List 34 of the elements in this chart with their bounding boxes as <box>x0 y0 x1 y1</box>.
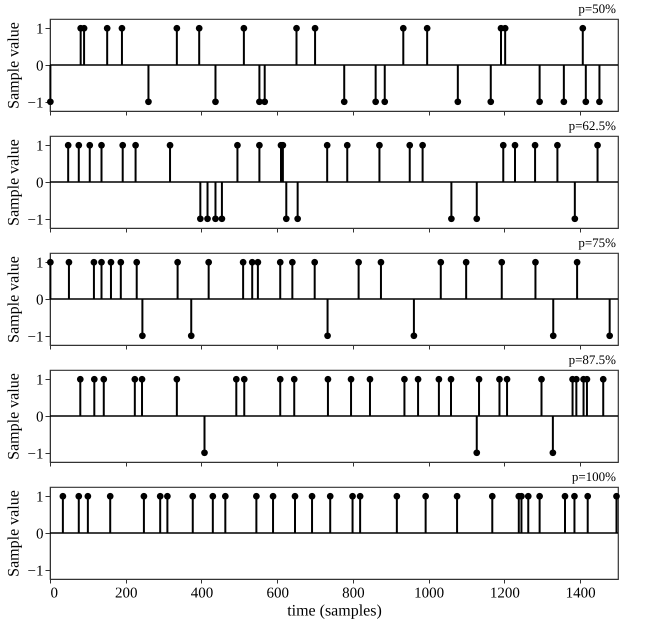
y-axis-title: Sample value <box>6 139 23 226</box>
x-tick-label: 1200 <box>490 586 520 602</box>
x-tick-label: 400 <box>190 586 214 602</box>
y-tick-label: 0 <box>36 292 44 308</box>
text: p=62.5% <box>568 118 616 133</box>
y-tick-label: 0 <box>36 526 44 542</box>
y-tick-label: 1 <box>36 256 44 272</box>
y-axis-title: Sample value <box>6 490 23 577</box>
y-tick-label: 0 <box>36 176 44 192</box>
x-tick-label: 600 <box>266 586 289 602</box>
text: p=50% <box>578 1 616 16</box>
text: p=100% <box>572 469 616 484</box>
y-tick-label: 1 <box>36 372 44 389</box>
text: p=87.5% <box>568 352 616 367</box>
x-tick-label: 800 <box>342 586 365 602</box>
y-tick-label: 1 <box>36 138 44 155</box>
x-axis-title: time (samples) <box>287 602 382 620</box>
x-tick-label: 200 <box>114 586 138 602</box>
y-tick-label: −1 <box>28 95 44 112</box>
x-tick-label: 0 <box>50 586 58 602</box>
y-tick-label: −1 <box>28 329 44 346</box>
y-tick-label: −1 <box>28 446 44 462</box>
x-tick-label: 1000 <box>414 586 444 602</box>
y-tick-label: −1 <box>28 563 44 580</box>
y-tick-label: 0 <box>36 410 44 426</box>
y-axis-title: Sample value <box>6 256 23 343</box>
y-tick-label: 0 <box>36 58 44 74</box>
y-tick-label: 1 <box>36 22 44 38</box>
y-axis-title: Sample value <box>6 373 23 460</box>
y-axis-title: Sample value <box>6 22 23 109</box>
x-tick-label: 1400 <box>566 586 596 602</box>
y-tick-label: −1 <box>28 212 44 228</box>
y-tick-label: 1 <box>36 490 44 506</box>
text: p=75% <box>578 235 616 250</box>
